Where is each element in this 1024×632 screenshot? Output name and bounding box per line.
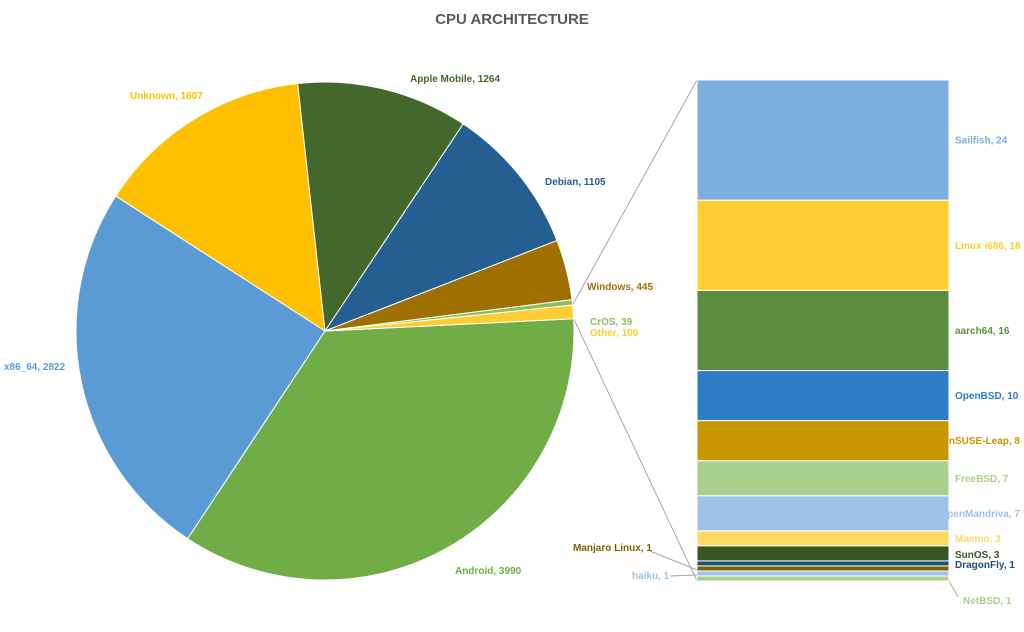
bar-segment-linux-i686	[696, 199, 950, 291]
bar-label-sunos: SunOS, 3	[955, 550, 1000, 561]
pie-group	[75, 81, 575, 581]
bar-segment-sailfish	[696, 79, 950, 201]
bar-label-openbsd: OpenBSD, 10	[955, 391, 1019, 402]
pie-slice-apple-mobile	[297, 81, 464, 333]
leader-line-manjaro-linux	[649, 550, 698, 571]
pie-label-windows: Windows, 445	[587, 282, 653, 293]
connector-lines	[572, 79, 698, 582]
pie-label-apple-mobile: Apple Mobile, 1264	[410, 74, 500, 85]
bar-segment-aarch64	[696, 289, 950, 372]
bar-label-netbsd: NetBSD, 1	[963, 596, 1012, 607]
pie-label-x86-64: x86_64, 2822	[4, 362, 66, 373]
pie-slice-android	[186, 318, 575, 581]
pie-label-other: Other, 100	[590, 328, 639, 339]
pie-label-cros: CrOS, 39	[590, 317, 633, 328]
bar-label-linux-i686: Linux i686, 18	[955, 241, 1021, 252]
bar-label-aarch64: aarch64, 16	[955, 326, 1010, 337]
bar-label-maemo: Maemo, 3	[955, 534, 1001, 545]
bar-label-opensuse-leap: penSUSE-Leap, 8	[937, 436, 1020, 447]
pie-slice-debian	[323, 123, 558, 333]
bar-segment-haiku	[696, 570, 950, 577]
pie-label-unknown: Unknown, 1607	[130, 91, 203, 102]
bar-segment-openmandriva	[696, 495, 950, 532]
breakdown-bar-group	[696, 79, 950, 582]
bar-label-manjaro-linux: Manjaro Linux, 1	[573, 543, 652, 554]
leader-line-haiku	[669, 574, 698, 577]
bar-segment-opensuse-leap	[696, 420, 950, 462]
pie-label-debian: Debian, 1105	[545, 177, 606, 188]
data-labels-group: Android, 3990 x86_64, 2822 Unknown, 1607 Ap…	[4, 74, 1021, 607]
bar-label-freebsd: FreeBSD, 7	[955, 474, 1009, 485]
bar-segment-netbsd	[696, 575, 950, 582]
bar-segment-maemo	[696, 530, 950, 547]
bar-label-sailfish: Sailfish, 24	[955, 136, 1008, 147]
bar-label-dragonfly: DragonFly, 1	[955, 560, 1015, 571]
chart-title: CPU ARCHITECTURE	[435, 11, 589, 28]
leader-line-netbsd	[948, 580, 959, 598]
bar-segment-openbsd	[696, 370, 950, 422]
pie-slice-x86-64	[75, 195, 326, 540]
connector-line-bottom	[573, 318, 698, 582]
bar-label-haiku: haiku, 1	[632, 571, 670, 582]
bar-segment-freebsd	[696, 460, 950, 497]
connector-line-top	[572, 79, 698, 306]
bar-label-openmandriva: penMandriva, 7	[947, 509, 1020, 520]
bar-segment-sunos	[696, 545, 950, 562]
bar-segment-dragonfly	[696, 560, 950, 567]
pie-slice-unknown	[115, 82, 326, 332]
pie-slice-other	[324, 304, 575, 332]
bar-segment-manjaro-linux	[696, 565, 950, 572]
pie-label-android: Android, 3990	[455, 566, 522, 577]
